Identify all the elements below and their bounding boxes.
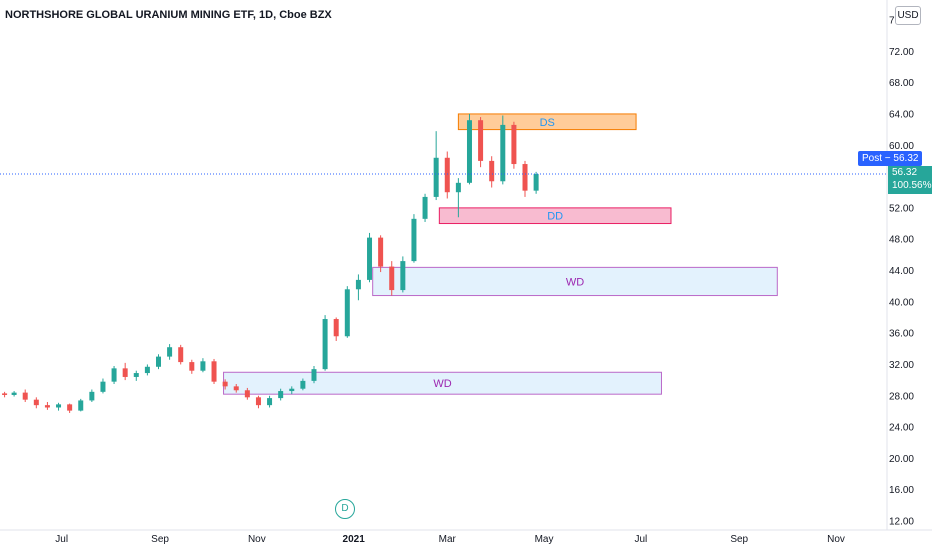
post-price-label: Post − 56.32 — [858, 151, 922, 166]
x-tick-label: Mar — [439, 534, 457, 545]
candle-body — [11, 392, 17, 395]
candle-body — [433, 157, 439, 197]
zone-rect — [372, 266, 778, 297]
x-tick-label: Sep — [730, 534, 748, 545]
x-tick-label: 2021 — [343, 534, 366, 545]
candle-body — [411, 218, 417, 262]
y-tick-label: 52.00 — [889, 203, 914, 214]
x-tick-label: Sep — [151, 534, 169, 545]
candle-body — [333, 319, 339, 337]
candle-body — [167, 347, 173, 357]
candle-body — [78, 400, 84, 411]
y-tick-label: 24.00 — [889, 423, 914, 434]
candle-body — [200, 361, 206, 371]
candle-body — [2, 393, 8, 395]
candle-body — [367, 237, 373, 280]
y-tick-label: 44.00 — [889, 266, 914, 277]
x-tick-label: May — [535, 534, 554, 545]
candle-body — [22, 392, 28, 400]
chart-title: NORTHSHORE GLOBAL URANIUM MINING ETF, 1D… — [5, 9, 332, 21]
candle-body — [311, 369, 317, 381]
candle-body — [255, 397, 261, 406]
candle-body — [500, 124, 506, 182]
candle-body — [267, 398, 273, 406]
y-tick-label: 20.00 — [889, 454, 914, 465]
zone-label: DS — [540, 117, 555, 129]
candle-body — [155, 356, 161, 367]
candle-body — [233, 386, 239, 391]
candle-body — [44, 405, 50, 408]
last-price-badge: 56.32 100.56% — [888, 166, 932, 194]
candle-body — [533, 174, 539, 191]
candle-body — [144, 366, 150, 374]
candle-body — [389, 266, 395, 291]
candle-body — [100, 381, 106, 392]
candle-body — [211, 361, 217, 382]
y-tick-label: 48.00 — [889, 235, 914, 246]
zone-rect — [438, 207, 672, 225]
y-tick-label: 12.00 — [889, 517, 914, 528]
candle-body — [56, 404, 62, 408]
candle-body — [244, 390, 250, 398]
y-tick-label: 36.00 — [889, 329, 914, 340]
candle-body — [466, 120, 472, 183]
candle-body — [133, 373, 139, 377]
candle-body — [444, 157, 450, 193]
y-tick-label: 60.00 — [889, 141, 914, 152]
candle-body — [300, 380, 306, 389]
candle-body — [189, 362, 195, 371]
candle-body — [33, 399, 39, 406]
candle-body — [344, 289, 350, 337]
y-tick-label: 64.00 — [889, 109, 914, 120]
post-label-text: Post — [862, 153, 883, 164]
y-tick-label: 16.00 — [889, 485, 914, 496]
zone-label: WD — [433, 378, 451, 390]
post-price-value: 56.32 — [893, 153, 919, 164]
post-label-sep: − — [884, 153, 894, 164]
candle-body — [478, 120, 484, 161]
x-tick-label: Jul — [55, 534, 68, 545]
candle-body — [178, 347, 184, 363]
candle-body — [289, 388, 295, 392]
candle-body — [511, 124, 517, 165]
candle-body — [67, 404, 73, 411]
candle-body — [222, 381, 228, 387]
x-tick-label: Jul — [634, 534, 647, 545]
candle-body — [378, 237, 384, 267]
zone-label: DD — [547, 211, 563, 223]
candle-body — [111, 368, 117, 382]
candle-body — [355, 279, 361, 290]
y-tick-label: 28.00 — [889, 391, 914, 402]
candle-body — [422, 196, 428, 219]
last-price-value: 56.32 — [892, 167, 918, 178]
candle-body — [278, 391, 284, 399]
zone-label: WD — [566, 276, 584, 288]
candle-body — [122, 368, 128, 377]
dividend-marker[interactable]: D — [335, 499, 355, 519]
candle-body — [400, 261, 406, 291]
candle-body — [89, 391, 95, 401]
y-tick-label: 32.00 — [889, 360, 914, 371]
y-tick-label: 40.00 — [889, 297, 914, 308]
y-tick-label: 68.00 — [889, 78, 914, 89]
candle-body — [322, 319, 328, 370]
candle-body — [489, 160, 495, 182]
x-tick-label: Nov — [248, 534, 266, 545]
x-tick-label: Nov — [827, 534, 845, 545]
last-price-change: 100.56% — [892, 180, 932, 191]
candle-body — [455, 182, 461, 193]
candle-body — [522, 164, 528, 191]
currency-button[interactable]: USD — [895, 6, 921, 25]
y-tick-label: 72.00 — [889, 47, 914, 58]
